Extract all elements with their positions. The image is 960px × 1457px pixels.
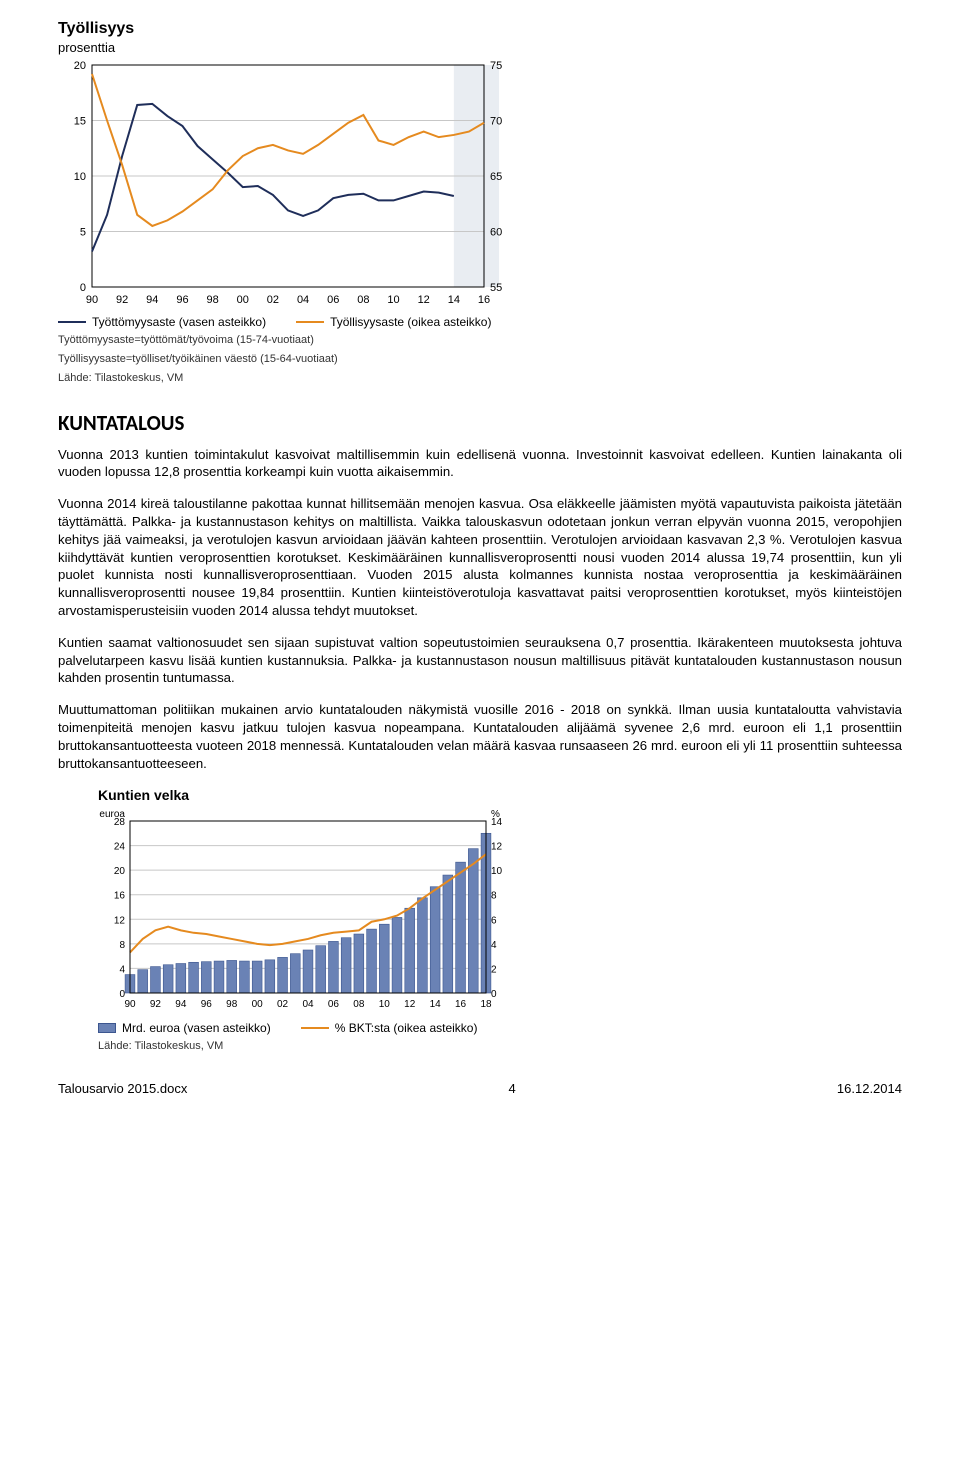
svg-text:10: 10 <box>387 294 399 306</box>
svg-text:04: 04 <box>297 294 309 306</box>
svg-text:60: 60 <box>490 227 502 239</box>
chart1-note2: Työllisyysaste=työlliset/työikäinen väes… <box>58 352 902 367</box>
svg-text:12: 12 <box>404 999 416 1010</box>
paragraph-1: Vuonna 2013 kuntien toimintakulut kasvoi… <box>58 446 902 482</box>
chart1-legend: Työttömyysaste (vasen asteikko) Työllisy… <box>58 315 902 329</box>
svg-text:8: 8 <box>119 939 125 950</box>
chart1-swatch-2 <box>296 321 324 323</box>
chart1-title: Työllisyys <box>58 20 902 38</box>
svg-text:96: 96 <box>201 999 213 1010</box>
svg-text:%: % <box>491 809 500 820</box>
footer-right: 16.12.2014 <box>837 1081 902 1096</box>
chart2-legend-item-2: % BKT:sta (oikea asteikko) <box>301 1021 478 1035</box>
svg-text:12: 12 <box>418 294 430 306</box>
svg-text:00: 00 <box>237 294 249 306</box>
svg-text:98: 98 <box>226 999 238 1010</box>
svg-text:10: 10 <box>74 171 86 183</box>
chart1-note1: Työttömyysaste=työttömät/työvoima (15-74… <box>58 333 902 348</box>
svg-text:92: 92 <box>116 294 128 306</box>
svg-text:0: 0 <box>491 989 497 1000</box>
svg-text:10: 10 <box>379 999 391 1010</box>
svg-text:14: 14 <box>448 294 460 306</box>
chart2-legend-item-1: Mrd. euroa (vasen asteikko) <box>98 1021 271 1035</box>
svg-text:14: 14 <box>430 999 442 1010</box>
chart2-swatch-2 <box>301 1027 329 1029</box>
employment-chart-block: Työllisyys prosenttia 0 5 10 15 20 55 60 65 70 75… <box>58 20 902 386</box>
svg-text:12: 12 <box>114 915 126 926</box>
svg-text:6: 6 <box>491 915 497 926</box>
svg-text:10: 10 <box>491 866 503 877</box>
chart1-legend-item-1: Työttömyysaste (vasen asteikko) <box>58 315 266 329</box>
svg-text:75: 75 <box>490 60 502 72</box>
chart2-legend: Mrd. euroa (vasen asteikko) % BKT:sta (o… <box>98 1021 902 1035</box>
chart1-legend-label-1: Työttömyysaste (vasen asteikko) <box>92 315 266 329</box>
svg-text:2: 2 <box>491 964 497 975</box>
svg-text:20: 20 <box>74 60 86 72</box>
chart1-legend-item-2: Työllisyysaste (oikea asteikko) <box>296 315 491 329</box>
svg-text:55: 55 <box>490 282 502 294</box>
svg-text:Mrd. euroa: Mrd. euroa <box>98 809 125 820</box>
svg-text:0: 0 <box>80 282 86 294</box>
svg-text:02: 02 <box>267 294 279 306</box>
svg-text:02: 02 <box>277 999 289 1010</box>
chart1-source: Lähde: Tilastokeskus, VM <box>58 371 902 386</box>
svg-text:08: 08 <box>357 294 369 306</box>
chart1-swatch-1 <box>58 321 86 323</box>
municipal-debt-chart-block: Kuntien velka 048121620242802468101214Mr… <box>98 787 902 1054</box>
chart2-plot: 048121620242802468101214Mrd. euroa%90929… <box>98 805 518 1015</box>
svg-text:8: 8 <box>491 890 497 901</box>
svg-text:06: 06 <box>327 294 339 306</box>
svg-text:98: 98 <box>206 294 218 306</box>
paragraph-3: Kuntien saamat valtionosuudet sen sijaan… <box>58 634 902 687</box>
svg-text:16: 16 <box>478 294 490 306</box>
svg-text:04: 04 <box>302 999 314 1010</box>
chart1-plot: 0 5 10 15 20 55 60 65 70 75 90 92 94 96 98 00 02 04 06 08 10… <box>58 59 518 309</box>
paragraph-4: Muuttumattoman politiikan mukainen arvio… <box>58 701 902 772</box>
svg-text:16: 16 <box>114 890 126 901</box>
section-heading: KUNTATALOUS <box>58 410 902 436</box>
svg-text:24: 24 <box>114 841 126 852</box>
svg-text:06: 06 <box>328 999 340 1010</box>
svg-text:5: 5 <box>80 227 86 239</box>
svg-text:4: 4 <box>119 964 125 975</box>
svg-text:08: 08 <box>353 999 365 1010</box>
svg-text:65: 65 <box>490 171 502 183</box>
svg-text:4: 4 <box>491 939 497 950</box>
chart2-legend-label-1: Mrd. euroa (vasen asteikko) <box>122 1021 271 1035</box>
chart1-subtitle: prosenttia <box>58 40 902 55</box>
chart2-swatch-1 <box>98 1023 116 1033</box>
chart1-legend-label-2: Työllisyysaste (oikea asteikko) <box>330 315 491 329</box>
footer-left: Talousarvio 2015.docx <box>58 1081 187 1096</box>
svg-text:20: 20 <box>114 866 126 877</box>
page-footer: Talousarvio 2015.docx 4 16.12.2014 <box>58 1081 902 1096</box>
chart2-legend-label-2: % BKT:sta (oikea asteikko) <box>335 1021 478 1035</box>
svg-text:94: 94 <box>175 999 187 1010</box>
svg-text:00: 00 <box>252 999 264 1010</box>
svg-text:90: 90 <box>124 999 136 1010</box>
chart2-source: Lähde: Tilastokeskus, VM <box>98 1039 902 1054</box>
svg-text:96: 96 <box>176 294 188 306</box>
svg-text:16: 16 <box>455 999 467 1010</box>
svg-text:12: 12 <box>491 841 503 852</box>
footer-center: 4 <box>509 1081 516 1096</box>
svg-text:90: 90 <box>86 294 98 306</box>
svg-text:15: 15 <box>74 116 86 128</box>
svg-text:94: 94 <box>146 294 158 306</box>
chart2-title: Kuntien velka <box>98 787 902 803</box>
svg-text:92: 92 <box>150 999 162 1010</box>
paragraph-2: Vuonna 2014 kireä taloustilanne pakottaa… <box>58 495 902 620</box>
svg-text:18: 18 <box>480 999 492 1010</box>
svg-text:70: 70 <box>490 116 502 128</box>
